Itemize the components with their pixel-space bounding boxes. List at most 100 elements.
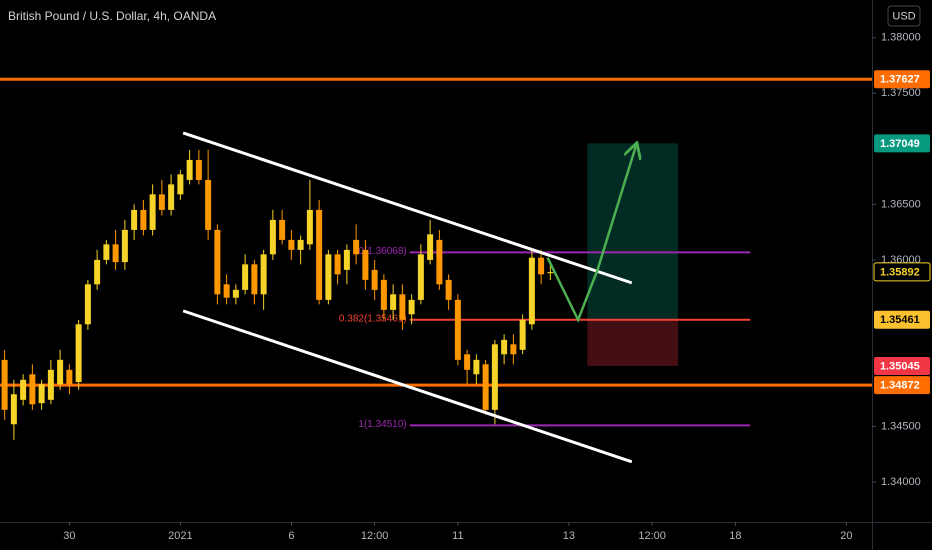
fib-label: 1(1.34510) (358, 419, 406, 430)
candle-body (94, 259, 101, 285)
y-tick-label: 1.34000 (881, 476, 921, 488)
channel-line (182, 309, 633, 464)
candle-body (232, 289, 239, 298)
price-tag (874, 356, 930, 375)
candle-body (260, 254, 267, 295)
candle-body (519, 319, 526, 350)
candle-body (214, 229, 221, 295)
candle-body (491, 344, 498, 410)
candle-body (288, 239, 295, 250)
price-tag (874, 134, 930, 153)
profit-zone (587, 143, 679, 320)
price-tag (873, 262, 931, 282)
candle-body (177, 174, 184, 195)
candle-body (306, 209, 313, 245)
candle-body (66, 369, 73, 385)
price-tag-label: 1.37049 (880, 138, 920, 150)
x-tick-label: 13 (563, 530, 575, 542)
fib-label: 0(1.36068) (358, 246, 406, 257)
price-tag-label: 1.34872 (880, 380, 920, 392)
candle-body (528, 257, 535, 325)
candle-body (103, 244, 110, 260)
candle-body (20, 379, 27, 400)
currency-label[interactable]: USD (892, 10, 915, 22)
projection-arrow (546, 144, 637, 323)
candle-body (371, 269, 378, 290)
candle-body (168, 184, 175, 210)
candle-body (473, 359, 480, 375)
candle-body (334, 254, 341, 275)
currency-button[interactable] (887, 5, 921, 27)
y-tick-label: 1.34500 (881, 420, 921, 432)
x-tick-label: 30 (63, 530, 75, 542)
candle-body (149, 194, 156, 230)
price-tag-label: 1.35045 (880, 360, 920, 372)
candle-body (121, 229, 128, 263)
candle-body (297, 239, 304, 250)
candle-body (112, 244, 119, 263)
candle-body (269, 219, 276, 255)
candle-body (547, 272, 554, 274)
chart-title: British Pound / U.S. Dollar, 4h, OANDA (8, 9, 216, 23)
y-tick-label: 1.37500 (881, 87, 921, 99)
price-tag-label: 1.37627 (880, 74, 920, 86)
candle-body (454, 299, 461, 360)
candle-body (436, 239, 443, 285)
candle-body (482, 364, 489, 410)
x-tick-label: 20 (840, 530, 852, 542)
candle-body (131, 209, 138, 230)
candle-body (399, 294, 406, 320)
candle-body (223, 284, 230, 298)
candle-body (47, 369, 54, 400)
y-tick-label: 1.38000 (881, 32, 921, 44)
candle-body (57, 359, 64, 385)
candle-body (140, 209, 147, 230)
candle-body (205, 179, 212, 230)
price-tag (874, 310, 930, 329)
candle-body (464, 354, 471, 370)
candle-body (158, 194, 165, 210)
candle-body (427, 234, 434, 260)
candle-body (380, 279, 387, 310)
candle-body (38, 384, 45, 404)
x-tick-label: 12:00 (638, 530, 666, 542)
fib-label: 0.382(1.35461) (339, 313, 407, 324)
candle-body (417, 254, 424, 300)
price-tag-label: 1.35892 (880, 266, 920, 278)
price-tag (874, 376, 930, 395)
candle-body (279, 219, 286, 240)
x-tick-label: 2021 (168, 530, 192, 542)
candle-body (1, 359, 8, 410)
candle-body (408, 299, 415, 315)
candle-body (186, 159, 193, 180)
price-tag (874, 70, 930, 89)
candle-body (242, 264, 249, 290)
candle-body (195, 159, 202, 180)
candle-body (390, 294, 397, 310)
x-tick-label: 18 (729, 530, 741, 542)
candle-body (84, 284, 91, 325)
candle-body (445, 279, 452, 300)
candle-body (325, 254, 332, 300)
candle-body (353, 239, 360, 255)
channel-line (182, 131, 633, 285)
x-tick-label: 6 (288, 530, 294, 542)
candle-body (510, 344, 517, 355)
loss-zone (587, 319, 679, 366)
candle-body (538, 257, 545, 275)
candle-body (29, 374, 36, 405)
candle-body (316, 209, 323, 300)
candle-body (251, 264, 258, 295)
price-tag-label: 1.35461 (880, 314, 920, 326)
candle-body (343, 249, 350, 270)
candle-body (10, 394, 17, 425)
x-tick-label: 11 (452, 530, 463, 542)
candle-body (501, 339, 508, 355)
x-tick-label: 12:00 (361, 530, 389, 542)
y-tick-label: 1.36500 (881, 198, 921, 210)
plot-area: 0(1.36068) 0.382(1.35461) 1(1.34510) (0, 77, 872, 464)
candle-body (362, 249, 369, 280)
